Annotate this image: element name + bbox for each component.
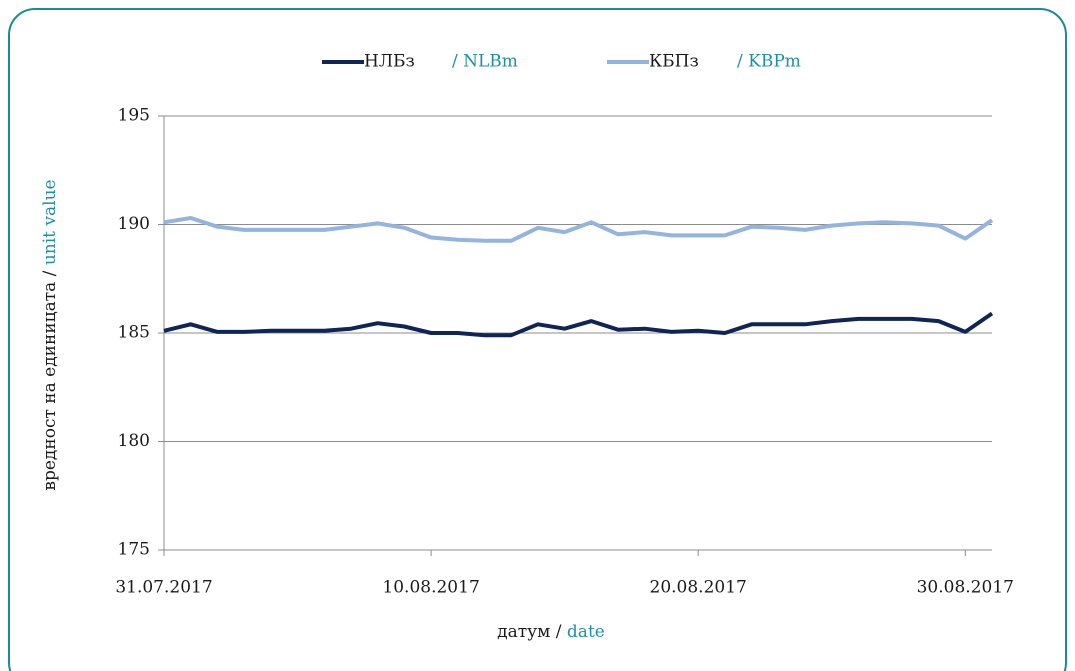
legend-label-en: / NLBm: [452, 52, 518, 72]
y-label-local: вредност на единицата /: [40, 270, 60, 490]
series-line: [163, 311, 994, 338]
legend-label-en: / KBPm: [737, 52, 801, 72]
frame: [8, 8, 1067, 671]
legend-label: НЛБз: [364, 52, 415, 72]
y-tick-label: 185: [118, 323, 150, 343]
x-tick-label: 10.08.2017: [382, 578, 479, 598]
x-axis-label: датум / date: [497, 622, 605, 642]
x-tick-label: 20.08.2017: [650, 578, 747, 598]
series-line: [163, 216, 994, 243]
x-tick-label: 31.07.2017: [115, 578, 212, 598]
x-label-en: date: [567, 622, 605, 642]
y-tick-label: 175: [118, 540, 150, 560]
y-tick-label: 190: [118, 214, 150, 234]
y-tick-label: 195: [118, 106, 150, 126]
y-axis-label: вредност на единицата / unit value: [40, 179, 60, 490]
y-tick-label: 180: [118, 431, 150, 451]
x-tick-label: 30.08.2017: [917, 578, 1014, 598]
x-label-local: датум /: [497, 622, 562, 642]
legend-label: КБПз: [649, 52, 699, 72]
y-label-en: unit value: [40, 179, 60, 265]
